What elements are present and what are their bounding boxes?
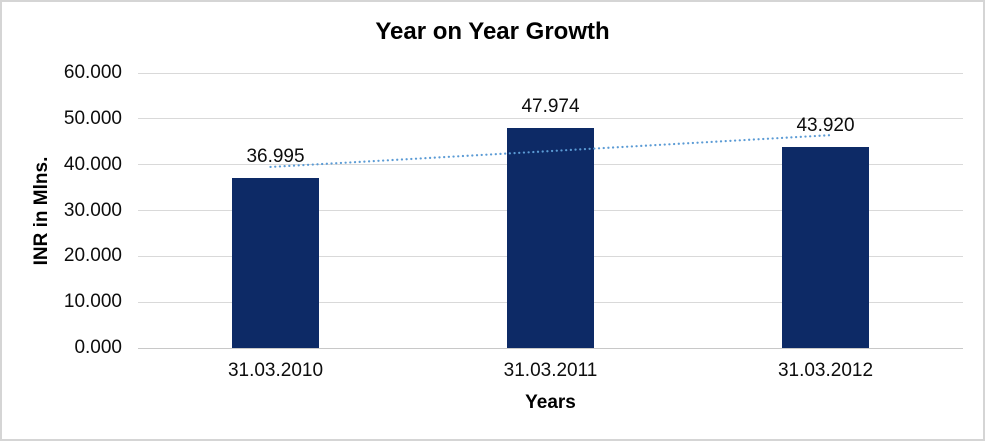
data-label: 36.995 bbox=[246, 146, 305, 168]
x-axis-title: Years bbox=[525, 392, 576, 413]
bar-31.03.2010 bbox=[232, 178, 319, 348]
y-tick-label: 30.000 bbox=[63, 199, 122, 221]
gridline bbox=[138, 118, 963, 120]
y-tick-label: 0.000 bbox=[74, 337, 122, 358]
y-tick-label: 40.000 bbox=[63, 153, 122, 175]
x-tick-label: 31.03.2010 bbox=[227, 360, 324, 381]
x-tick-label: 31.03.2012 bbox=[777, 360, 874, 381]
y-tick-label: 10.000 bbox=[63, 291, 122, 313]
chart-title: Year on Year Growth bbox=[375, 18, 610, 45]
data-label: 47.974 bbox=[521, 96, 580, 118]
y-tick-label: 50.000 bbox=[63, 107, 122, 129]
y-tick-label: 60.000 bbox=[63, 62, 122, 83]
gridline bbox=[138, 72, 963, 74]
bar-31.03.2011 bbox=[507, 128, 594, 348]
bar-31.03.2012 bbox=[782, 146, 869, 348]
data-label: 43.920 bbox=[796, 114, 855, 136]
x-tick-label: 31.03.2011 bbox=[503, 360, 598, 381]
x-axis-line bbox=[138, 347, 963, 349]
y-tick-label: 20.000 bbox=[63, 245, 122, 267]
